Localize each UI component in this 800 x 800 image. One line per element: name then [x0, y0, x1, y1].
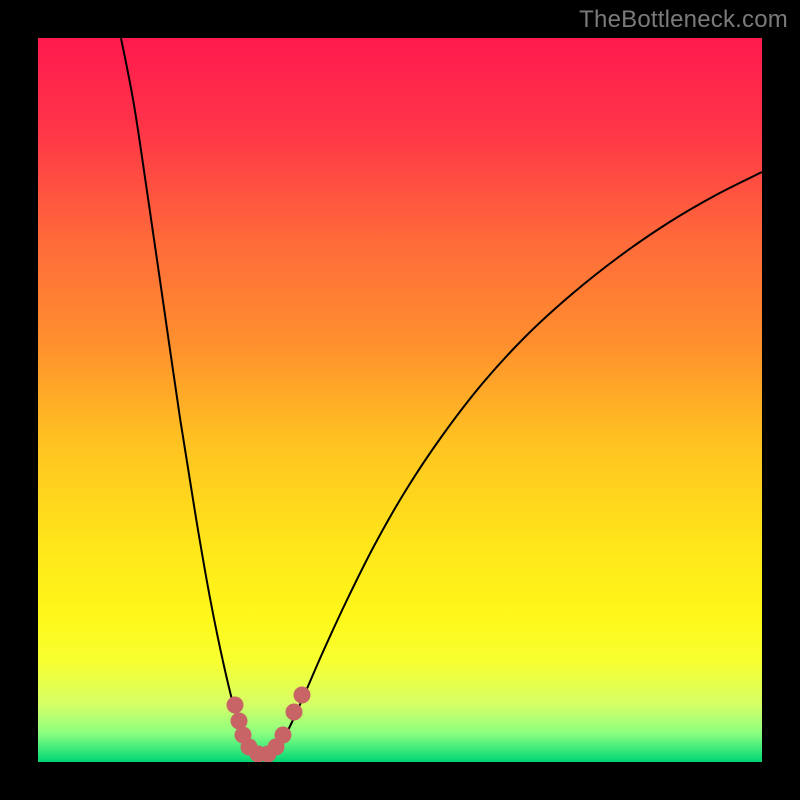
plot-area	[38, 38, 762, 762]
u-shape-overlay	[38, 38, 762, 762]
watermark-text: TheBottleneck.com	[579, 6, 788, 34]
